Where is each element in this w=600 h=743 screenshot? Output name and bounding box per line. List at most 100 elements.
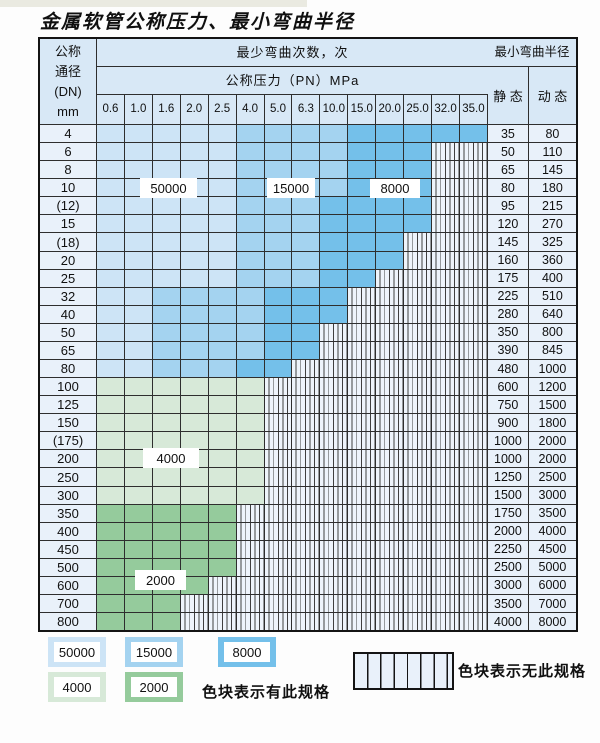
cell-2000 <box>152 504 181 522</box>
cell-15000 <box>292 269 321 287</box>
cell-50000 <box>208 161 237 179</box>
cell-8000 <box>376 143 405 161</box>
cell-no-spec <box>432 414 460 432</box>
cell-50000 <box>124 360 153 378</box>
cell-4000 <box>97 414 125 432</box>
cell-50000 <box>152 143 181 161</box>
cell-no-spec <box>292 576 321 595</box>
cell-no-spec <box>404 468 433 486</box>
pressure-value: 1.6 <box>152 95 181 124</box>
cell-8000 <box>264 323 293 341</box>
dynamic-value-cell: 6000 <box>528 576 576 595</box>
table-row-dn-400: 400 2000 4000 <box>40 522 576 541</box>
cell-no-spec <box>376 287 405 305</box>
static-value-cell: 350 <box>487 323 529 341</box>
dynamic-value-cell: 800 <box>528 323 576 341</box>
legend-swatch-label: 8000 <box>224 642 270 662</box>
static-value-cell: 145 <box>487 233 529 251</box>
pressure-value: 20.0 <box>376 95 405 124</box>
dn-cell: 6 <box>40 143 97 161</box>
zone-label: 8000 <box>370 179 420 198</box>
table-row-dn-200: 200 1000 2000 <box>40 450 576 469</box>
cell-2000 <box>124 522 153 540</box>
cell-no-spec <box>404 287 433 305</box>
cell-no-spec <box>404 540 433 558</box>
cell-2000 <box>208 504 237 522</box>
dynamic-value-cell: 8000 <box>528 613 576 631</box>
cell-no-spec <box>236 595 265 613</box>
cell-8000 <box>432 125 460 143</box>
cell-50000 <box>152 251 181 269</box>
cell-15000 <box>236 143 265 161</box>
cell-15000 <box>320 143 349 161</box>
cell-no-spec <box>264 468 293 486</box>
static-value-cell: 2000 <box>487 522 529 540</box>
dn-cell: 500 <box>40 558 97 576</box>
table-body: 4 35 80 6 50 110 8 65 145 10 80 180 (12) 95 215 15 120 27… <box>40 125 576 631</box>
dynamic-value-cell: 1500 <box>528 396 576 414</box>
cell-4000 <box>180 486 209 504</box>
cell-no-spec <box>404 341 433 360</box>
cell-no-spec <box>432 504 460 522</box>
cell-no-spec <box>432 269 460 287</box>
cell-no-spec <box>320 378 349 396</box>
zone-label: 50000 <box>140 178 197 198</box>
cell-no-spec <box>264 486 293 504</box>
cell-4000 <box>124 432 153 450</box>
cell-no-spec <box>432 215 460 233</box>
dn-cell: 400 <box>40 522 97 540</box>
dn-cell: 450 <box>40 540 97 558</box>
cell-no-spec <box>404 414 433 432</box>
dynamic-value-cell: 180 <box>528 179 576 197</box>
cell-50000 <box>124 341 153 360</box>
cell-15000 <box>264 251 293 269</box>
cell-4000 <box>180 378 209 396</box>
cell-no-spec <box>459 576 488 595</box>
cell-8000 <box>292 341 321 360</box>
cell-no-spec <box>376 378 405 396</box>
cell-15000 <box>236 251 265 269</box>
dn-cell: (175) <box>40 432 97 450</box>
pressure-value: 10.0 <box>320 95 349 124</box>
dn-cell: 8 <box>40 161 97 179</box>
cell-2000 <box>208 540 237 558</box>
static-value-cell: 80 <box>487 179 529 197</box>
cell-no-spec <box>264 540 293 558</box>
dn-cell: 10 <box>40 179 97 197</box>
dynamic-value-cell: 1800 <box>528 414 576 432</box>
cell-8000 <box>320 197 349 215</box>
cell-no-spec <box>432 576 460 595</box>
cell-50000 <box>124 197 153 215</box>
dn-cell: 300 <box>40 486 97 504</box>
legend-has-spec-note: 色块表示有此规格 <box>202 684 331 701</box>
dn-cell: 65 <box>40 341 97 360</box>
cell-2000 <box>180 576 209 595</box>
cell-no-spec <box>236 540 265 558</box>
cell-no-spec <box>432 197 460 215</box>
cell-no-spec <box>320 558 349 576</box>
static-value-cell: 65 <box>487 161 529 179</box>
dn-cell: 600 <box>40 576 97 595</box>
cell-50000 <box>208 233 237 251</box>
cell-no-spec <box>292 450 321 468</box>
cell-8000 <box>348 143 377 161</box>
cell-no-spec <box>404 323 433 341</box>
cell-4000 <box>208 432 237 450</box>
cell-15000 <box>152 341 181 360</box>
cell-no-spec <box>376 522 405 540</box>
cell-no-spec <box>264 558 293 576</box>
cell-no-spec <box>320 396 349 414</box>
table-row-dn-100: 100 600 1200 <box>40 378 576 397</box>
cell-no-spec <box>376 396 405 414</box>
cell-no-spec <box>459 179 488 197</box>
cell-no-spec <box>292 414 321 432</box>
cell-15000 <box>320 125 349 143</box>
cell-50000 <box>180 215 209 233</box>
table-row-dn-500: 500 2500 5000 <box>40 558 576 577</box>
cell-15000 <box>264 143 293 161</box>
cell-no-spec <box>208 613 237 631</box>
cell-15000 <box>236 323 265 341</box>
cell-8000 <box>236 360 265 378</box>
cell-8000 <box>376 251 405 269</box>
